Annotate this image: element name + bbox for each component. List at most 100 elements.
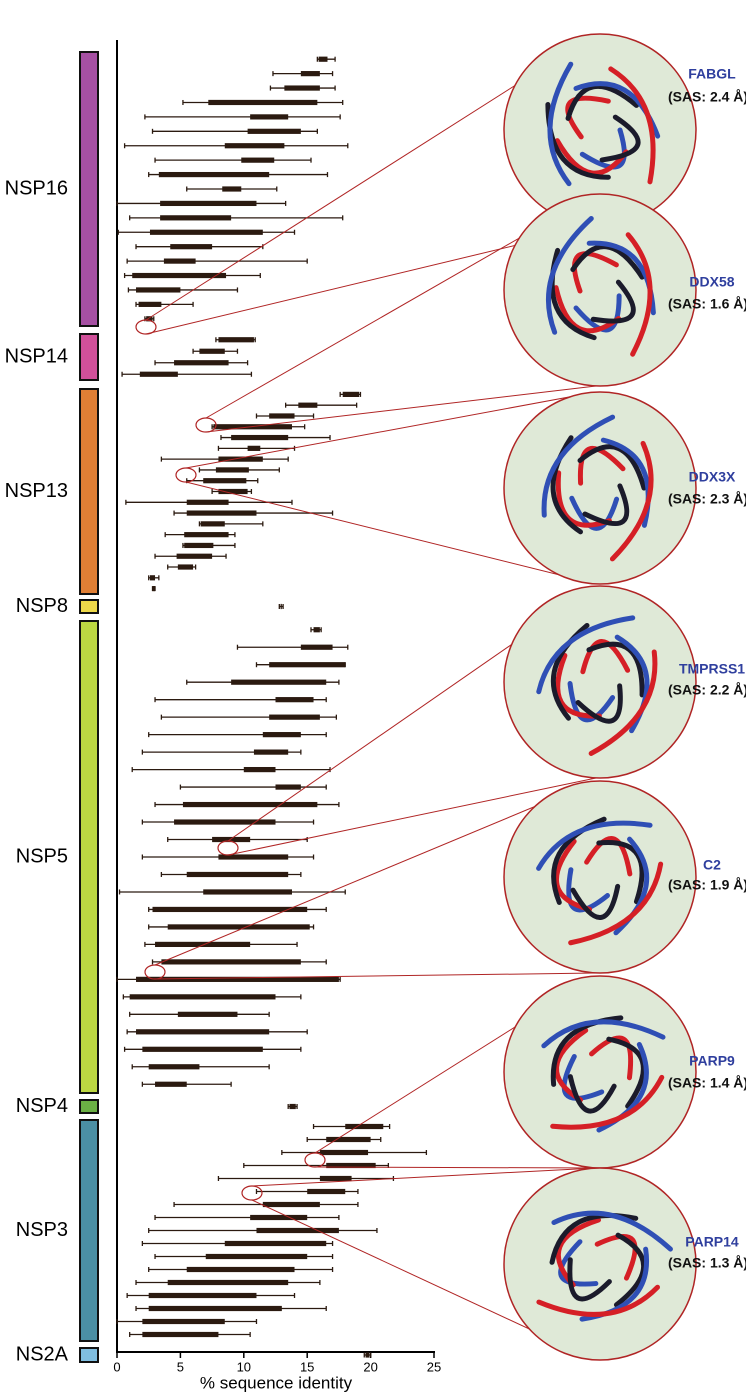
ribbon bbox=[554, 838, 592, 912]
group-bar bbox=[79, 388, 99, 595]
ribbon bbox=[546, 216, 594, 335]
callout-label: TMPRSS1 bbox=[679, 661, 745, 677]
ribbon bbox=[568, 861, 664, 946]
group-label: NSP16 bbox=[5, 177, 68, 199]
box bbox=[199, 348, 225, 354]
ribbon bbox=[555, 1217, 602, 1288]
box bbox=[184, 542, 214, 549]
box bbox=[208, 99, 318, 106]
callout-marker bbox=[175, 467, 197, 483]
callout-line bbox=[205, 385, 597, 433]
box bbox=[218, 456, 263, 462]
box bbox=[129, 994, 276, 1000]
box bbox=[345, 1123, 384, 1130]
ribbon bbox=[536, 820, 653, 871]
group-label: NS2A bbox=[16, 1343, 69, 1365]
box bbox=[167, 924, 310, 930]
ribbon bbox=[541, 1019, 666, 1049]
box bbox=[298, 402, 318, 408]
box bbox=[136, 287, 181, 293]
box bbox=[313, 627, 320, 633]
box bbox=[155, 1081, 187, 1087]
ribbon bbox=[567, 681, 616, 723]
callout-line bbox=[227, 777, 597, 856]
ribbon bbox=[606, 1036, 646, 1109]
ribbon bbox=[577, 444, 647, 491]
ribbon bbox=[554, 1027, 589, 1103]
x-axis-label: % sequence identity bbox=[200, 1373, 353, 1392]
callout-note: (SAS: 1.9 Å) bbox=[668, 877, 746, 893]
callout-note: (SAS: 1.4 Å) bbox=[668, 1075, 746, 1091]
box bbox=[224, 143, 285, 149]
callout-label: C2 bbox=[703, 857, 721, 873]
box bbox=[139, 371, 178, 377]
callout-note: (SAS: 1.3 Å) bbox=[668, 1255, 746, 1271]
group-label: NSP8 bbox=[16, 595, 68, 617]
box bbox=[250, 114, 289, 120]
box bbox=[170, 244, 213, 250]
ribbon bbox=[579, 127, 627, 170]
box bbox=[319, 1149, 369, 1156]
group-bar bbox=[79, 51, 99, 327]
box bbox=[160, 215, 232, 221]
callout-marker bbox=[241, 1185, 263, 1201]
box bbox=[300, 71, 320, 77]
box bbox=[152, 906, 308, 913]
ribbon bbox=[609, 440, 654, 562]
x-tick-label: 25 bbox=[427, 1359, 441, 1374]
box bbox=[182, 801, 318, 808]
box bbox=[253, 749, 289, 755]
box bbox=[203, 478, 247, 484]
callout-note: (SAS: 2.3 Å) bbox=[668, 491, 746, 507]
callout-label: PARP9 bbox=[689, 1053, 735, 1069]
ribbon bbox=[541, 414, 616, 518]
ribbon bbox=[599, 114, 641, 163]
ribbon bbox=[567, 1074, 617, 1114]
group-label: NSP13 bbox=[5, 480, 68, 502]
ribbon bbox=[577, 445, 626, 486]
group-bar bbox=[79, 333, 99, 381]
box bbox=[256, 1227, 339, 1234]
box bbox=[138, 301, 162, 307]
ribbon bbox=[565, 95, 611, 140]
box bbox=[177, 564, 194, 570]
box bbox=[289, 1103, 296, 1110]
box bbox=[307, 1188, 346, 1195]
ribbon bbox=[555, 470, 612, 528]
box bbox=[243, 766, 276, 773]
box bbox=[269, 714, 320, 720]
box bbox=[284, 85, 320, 91]
structure-circle bbox=[503, 975, 697, 1169]
box bbox=[365, 1352, 370, 1358]
callout-marker bbox=[195, 417, 217, 433]
box bbox=[184, 532, 229, 538]
box bbox=[142, 1318, 225, 1325]
ribbon bbox=[570, 244, 645, 280]
ribbon bbox=[550, 1074, 665, 1130]
callout-marker bbox=[304, 1152, 326, 1168]
box bbox=[222, 186, 242, 192]
callout-marker bbox=[217, 840, 239, 856]
ribbon bbox=[569, 495, 620, 531]
ribbon bbox=[554, 138, 629, 176]
box bbox=[319, 1175, 352, 1182]
ribbon bbox=[555, 652, 602, 719]
box bbox=[186, 510, 257, 516]
ribbon bbox=[590, 279, 636, 324]
callout-line bbox=[251, 1167, 597, 1187]
ribbon bbox=[567, 1257, 612, 1302]
group-bar bbox=[79, 599, 99, 614]
callout-line bbox=[154, 780, 597, 966]
ribbon bbox=[573, 293, 622, 333]
x-tick-label: 20 bbox=[363, 1359, 377, 1374]
box bbox=[231, 679, 327, 685]
box bbox=[262, 732, 301, 738]
box bbox=[167, 1279, 289, 1286]
ribbon bbox=[570, 883, 621, 920]
structure-circle bbox=[503, 585, 697, 779]
x-tick-label: 5 bbox=[177, 1359, 184, 1374]
box bbox=[132, 272, 227, 279]
box bbox=[326, 1162, 376, 1169]
box bbox=[218, 488, 248, 495]
box bbox=[177, 1011, 238, 1017]
